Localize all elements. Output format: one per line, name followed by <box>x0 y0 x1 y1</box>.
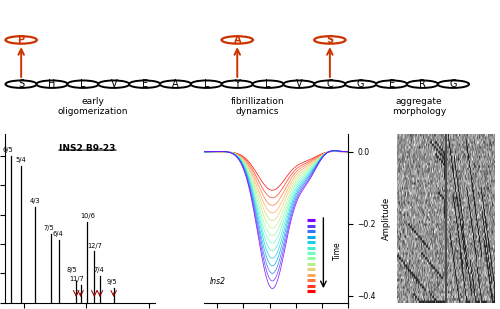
Text: 6/5: 6/5 <box>2 147 13 153</box>
Circle shape <box>345 80 376 88</box>
Text: Ins2: Ins2 <box>210 277 226 286</box>
Circle shape <box>6 80 37 88</box>
Circle shape <box>190 80 222 88</box>
Text: INS2 B9-23: INS2 B9-23 <box>59 144 116 153</box>
Text: A: A <box>234 35 241 45</box>
Circle shape <box>129 80 160 88</box>
Text: 10/6: 10/6 <box>80 213 95 219</box>
Circle shape <box>160 80 191 88</box>
Text: L: L <box>204 79 209 89</box>
Text: 7/5: 7/5 <box>44 225 54 231</box>
Text: E: E <box>142 79 148 89</box>
Text: fibrillization
dynamics: fibrillization dynamics <box>230 97 284 116</box>
Text: H: H <box>48 79 56 89</box>
Text: V: V <box>110 79 117 89</box>
Text: 7/4: 7/4 <box>94 268 104 273</box>
Text: 9/5: 9/5 <box>107 279 118 285</box>
Circle shape <box>67 80 98 88</box>
Text: S: S <box>326 35 334 45</box>
Text: 5/4: 5/4 <box>15 157 26 163</box>
Text: 11/7: 11/7 <box>69 276 84 282</box>
Text: G: G <box>450 79 457 89</box>
Text: S: S <box>18 79 24 89</box>
Text: L: L <box>80 79 86 89</box>
Circle shape <box>222 80 253 88</box>
Text: early
oligomerization: early oligomerization <box>58 97 128 116</box>
Text: G: G <box>357 79 364 89</box>
Text: Time: Time <box>332 241 342 260</box>
Circle shape <box>222 36 253 44</box>
Circle shape <box>376 80 408 88</box>
Circle shape <box>284 80 314 88</box>
Circle shape <box>314 80 346 88</box>
Circle shape <box>6 36 37 44</box>
Text: P: P <box>18 35 24 45</box>
Text: C: C <box>326 79 333 89</box>
Text: L: L <box>266 79 271 89</box>
Circle shape <box>438 80 469 88</box>
Circle shape <box>407 80 438 88</box>
Circle shape <box>98 80 130 88</box>
Text: A: A <box>172 79 179 89</box>
Text: 6/4: 6/4 <box>52 231 63 237</box>
Text: V: V <box>296 79 302 89</box>
Text: R: R <box>419 79 426 89</box>
Text: 4/3: 4/3 <box>30 198 40 205</box>
Circle shape <box>36 80 68 88</box>
Text: Y: Y <box>234 79 240 89</box>
Text: aggregate
morphology: aggregate morphology <box>392 97 446 116</box>
Text: 8/5: 8/5 <box>66 268 77 273</box>
Circle shape <box>314 36 346 44</box>
Text: 12/7: 12/7 <box>87 243 102 248</box>
Text: E: E <box>388 79 394 89</box>
Y-axis label: Amplitude: Amplitude <box>382 197 390 240</box>
Circle shape <box>252 80 284 88</box>
